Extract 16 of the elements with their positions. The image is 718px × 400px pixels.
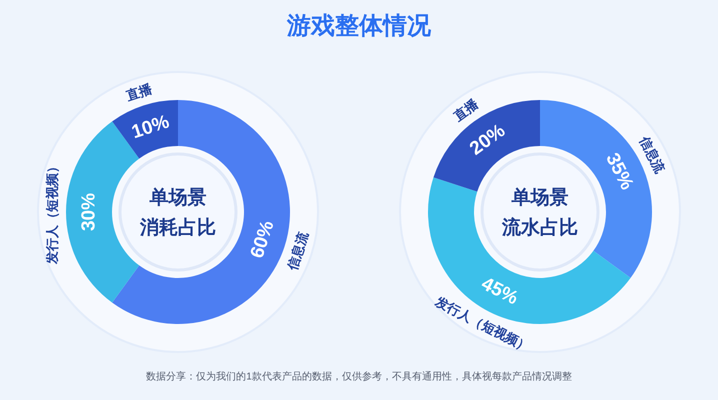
text: 游戏整体情况: [286, 12, 432, 40]
data-label: 10%: [129, 111, 172, 144]
slice-label: 信息流: [284, 229, 312, 273]
text: 流水占比: [501, 216, 578, 238]
text: 单场景: [148, 186, 206, 208]
text: 单场景: [510, 186, 568, 208]
data-label: 30%: [78, 192, 100, 232]
slice-label: 信息流: [636, 133, 668, 176]
data-label: 35%: [601, 150, 638, 194]
data-label: 60%: [246, 218, 279, 261]
donut-slice: [112, 100, 178, 159]
slice-label: 直播: [123, 80, 155, 104]
text: 数据分享：仅为我们的1款代表产品的数据，仅供参考，不具有通用性，具体视每款产品情况调整: [146, 370, 572, 382]
slice-label: 发行人（短视频）: [44, 160, 60, 265]
data-label: 45%: [478, 273, 522, 310]
text: 消耗占比: [139, 216, 216, 238]
